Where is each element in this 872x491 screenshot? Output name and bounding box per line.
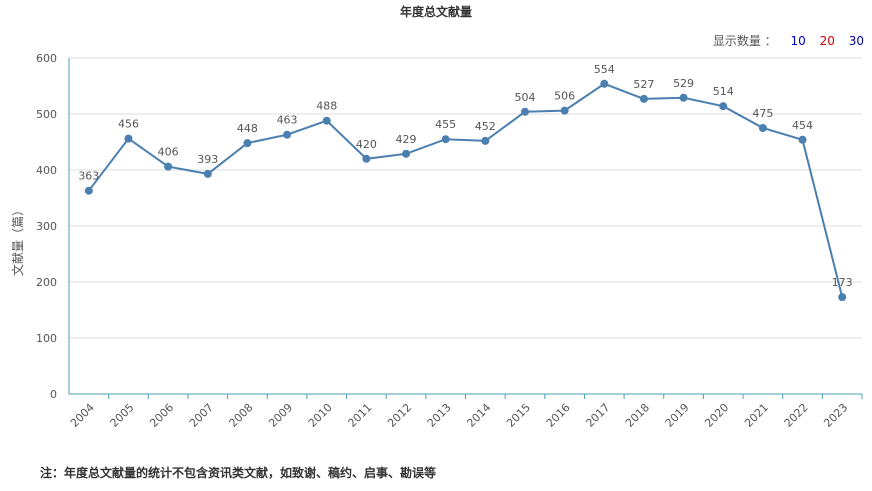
axes bbox=[68, 58, 863, 399]
data-point[interactable] bbox=[243, 139, 252, 148]
x-tick-label: 2004 bbox=[68, 401, 97, 430]
x-tick-label: 2015 bbox=[504, 401, 533, 430]
series-line bbox=[88, 82, 844, 298]
y-tick-label: 100 bbox=[36, 332, 57, 345]
data-point[interactable] bbox=[203, 169, 212, 178]
data-point[interactable] bbox=[402, 149, 411, 158]
data-label: 554 bbox=[594, 63, 615, 76]
y-tick-label: 0 bbox=[50, 388, 57, 401]
x-tick-label: 2005 bbox=[108, 401, 137, 430]
data-label: 529 bbox=[673, 77, 694, 90]
display-count-option-30[interactable]: 30 bbox=[848, 34, 864, 48]
data-point[interactable] bbox=[164, 162, 173, 171]
y-axis-label: 文献量（篇） bbox=[10, 204, 25, 276]
data-point[interactable] bbox=[481, 136, 490, 145]
data-point[interactable] bbox=[560, 106, 569, 115]
data-label: 454 bbox=[792, 119, 813, 132]
y-tick-labels: 0 100 200 300 400 500 600 bbox=[36, 52, 57, 401]
data-point[interactable] bbox=[84, 186, 93, 195]
data-point[interactable] bbox=[798, 135, 807, 144]
x-tick-label: 2021 bbox=[742, 401, 771, 430]
data-label: 420 bbox=[356, 138, 377, 151]
data-point[interactable] bbox=[719, 102, 728, 111]
y-tick-label: 500 bbox=[36, 108, 57, 121]
y-tick-label: 300 bbox=[36, 220, 57, 233]
x-tick-label: 2007 bbox=[187, 401, 216, 430]
display-count-selector: 显示数量 ： 10 20 30 bbox=[713, 32, 864, 49]
data-point[interactable] bbox=[124, 134, 133, 143]
x-tick-labels: 2004 2005 2006 2007 2008 2009 2010 2011 2012 2013… bbox=[68, 401, 850, 430]
x-tick-label: 2008 bbox=[227, 401, 256, 430]
x-tick-label: 2020 bbox=[702, 401, 731, 430]
y-tick-label: 400 bbox=[36, 164, 57, 177]
data-label: 504 bbox=[514, 91, 535, 104]
y-tick-label: 200 bbox=[36, 276, 57, 289]
data-point[interactable] bbox=[441, 135, 450, 144]
data-label: 406 bbox=[158, 146, 179, 159]
x-tick-label: 2023 bbox=[821, 401, 850, 430]
x-tick-label: 2016 bbox=[544, 401, 573, 430]
data-label: 393 bbox=[197, 153, 218, 166]
x-tick-label: 2011 bbox=[346, 401, 375, 430]
data-label: 463 bbox=[277, 114, 298, 127]
data-label: 429 bbox=[396, 133, 417, 146]
x-tick-label: 2006 bbox=[147, 401, 176, 430]
data-points bbox=[84, 79, 847, 302]
display-count-label: 显示数量 ： bbox=[712, 34, 777, 48]
data-label: 514 bbox=[713, 85, 734, 98]
display-count-option-20[interactable]: 20 bbox=[819, 34, 835, 48]
x-tick-label: 2009 bbox=[266, 401, 295, 430]
gridlines bbox=[69, 57, 862, 339]
chart-title: 年度总文献量 bbox=[399, 5, 472, 19]
data-label: 452 bbox=[475, 120, 496, 133]
data-point[interactable] bbox=[679, 93, 688, 102]
x-tick-label: 2017 bbox=[583, 401, 612, 430]
data-point[interactable] bbox=[600, 79, 609, 88]
data-label: 456 bbox=[118, 118, 139, 131]
data-label: 448 bbox=[237, 122, 258, 135]
data-label: 455 bbox=[435, 118, 456, 131]
data-label: 363 bbox=[78, 170, 99, 183]
data-point[interactable] bbox=[838, 293, 847, 302]
data-point[interactable] bbox=[362, 154, 371, 163]
data-label: 475 bbox=[752, 107, 773, 120]
data-label: 173 bbox=[832, 276, 853, 289]
x-tick-label: 2019 bbox=[663, 401, 692, 430]
footnote: 注：年度总文献量的统计不包含资讯类文献，如致谢、稿约、启事、勘误等 bbox=[40, 466, 437, 480]
y-tick-label: 600 bbox=[36, 52, 57, 65]
data-label: 506 bbox=[554, 90, 575, 103]
data-point[interactable] bbox=[283, 130, 292, 139]
x-tick-label: 2022 bbox=[782, 401, 811, 430]
x-tick-label: 2018 bbox=[623, 401, 652, 430]
data-labels: 363 456 406 393 448 463 488 420 429 455 452 504 506 5… bbox=[78, 63, 852, 289]
data-point[interactable] bbox=[639, 94, 648, 103]
display-count-option-10[interactable]: 10 bbox=[790, 34, 806, 48]
data-point[interactable] bbox=[322, 116, 331, 125]
x-tick-label: 2014 bbox=[464, 401, 493, 430]
x-tick-label: 2010 bbox=[306, 401, 335, 430]
data-point[interactable] bbox=[520, 107, 529, 116]
data-point[interactable] bbox=[758, 124, 767, 132]
x-tick-label: 2013 bbox=[425, 401, 454, 430]
data-label: 527 bbox=[633, 78, 654, 91]
x-tick-label: 2012 bbox=[385, 401, 414, 430]
data-label: 488 bbox=[316, 100, 337, 113]
